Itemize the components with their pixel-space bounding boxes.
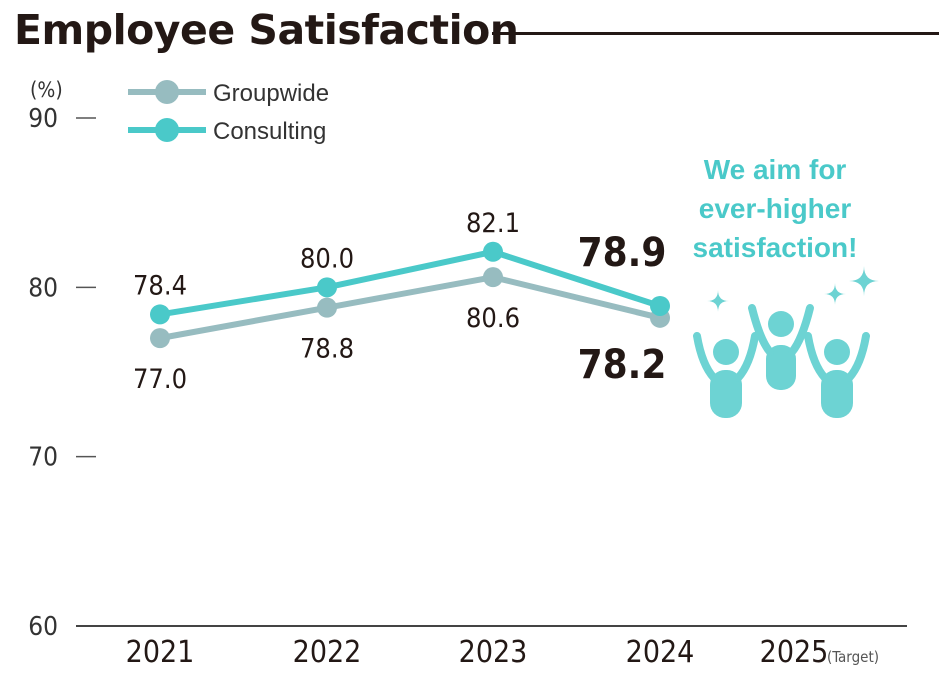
- target-message: We aim for ever-higher satisfaction!: [665, 150, 885, 267]
- title-rule: [492, 32, 939, 35]
- y-tick-label: 70: [28, 443, 58, 473]
- data-label: 78.9: [578, 230, 667, 276]
- data-label: 78.8: [300, 334, 354, 365]
- chart-title: Employee Satisfaction: [14, 6, 519, 54]
- legend-marker: [155, 118, 179, 142]
- x-tick-label: 2022: [293, 635, 362, 670]
- x-tick-note: (Target): [827, 648, 879, 666]
- legend-marker: [155, 80, 179, 104]
- target-message-line: ever-higher: [698, 193, 852, 224]
- legend-label: Groupwide: [213, 80, 329, 107]
- y-tick-label: 80: [28, 273, 58, 303]
- x-tick-label: 2025: [760, 635, 829, 670]
- series-line-groupwide: [159, 274, 661, 342]
- data-label: 80.6: [466, 303, 520, 334]
- data-label: 82.1: [466, 208, 520, 239]
- data-point: [317, 297, 337, 318]
- target-message-line: satisfaction!: [692, 232, 858, 263]
- series-line-consulting: [159, 248, 661, 318]
- data-point: [650, 295, 670, 316]
- cheering-people-icon: [693, 266, 879, 418]
- legend-label: Consulting: [213, 118, 326, 145]
- data-point: [317, 277, 337, 298]
- data-point: [150, 304, 170, 325]
- data-label: 77.0: [133, 364, 187, 395]
- data-label: 78.4: [133, 270, 187, 301]
- data-point: [150, 328, 170, 349]
- x-tick-label: 2024: [626, 635, 695, 670]
- x-tick-label: 2023: [459, 635, 528, 670]
- data-label: 80.0: [300, 243, 354, 274]
- y-tick-label: 60: [28, 612, 58, 642]
- y-tick-label: 90: [28, 104, 58, 134]
- data-label: 78.2: [578, 342, 667, 388]
- x-tick-label: 2021: [126, 635, 195, 670]
- target-message-line: We aim for: [703, 154, 847, 185]
- data-point: [483, 241, 503, 262]
- y-axis-unit: (%): [30, 78, 63, 102]
- data-point: [483, 267, 503, 288]
